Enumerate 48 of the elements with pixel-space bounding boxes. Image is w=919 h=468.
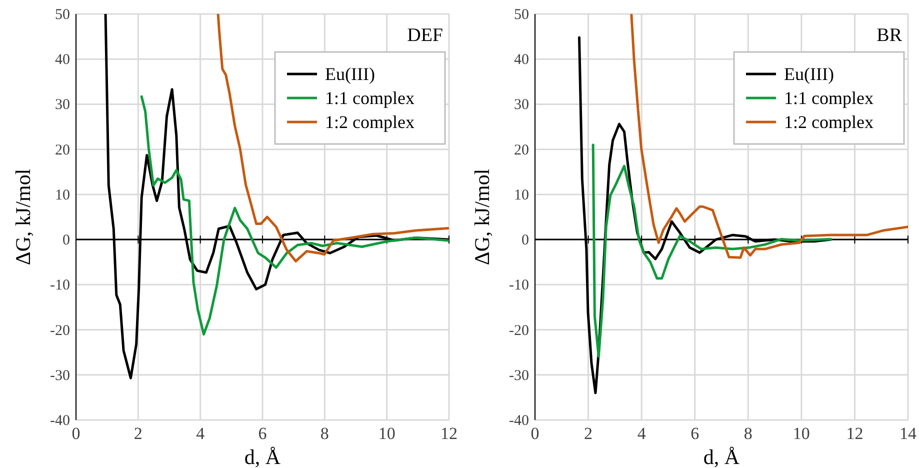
x-tick-label: 6 bbox=[258, 424, 267, 443]
y-tick-label: -40 bbox=[509, 413, 529, 429]
y-tick-label: -20 bbox=[509, 322, 529, 339]
legend-label: 1:1 complex bbox=[325, 88, 414, 108]
x-axis-title: d, Å bbox=[703, 445, 740, 468]
y-axis-title: ΔG, kJ/mol bbox=[11, 168, 35, 266]
y-tick-label: 30 bbox=[55, 97, 70, 114]
y-axis-title: ΔG, kJ/mol bbox=[470, 168, 494, 266]
line-series bbox=[592, 144, 832, 358]
y-tick-label: 20 bbox=[514, 142, 529, 158]
x-tick-label: 2 bbox=[134, 424, 142, 443]
x-tick-label: 4 bbox=[637, 424, 646, 443]
legend-label: Eu(III) bbox=[784, 64, 834, 84]
x-tick-label: 8 bbox=[744, 424, 752, 443]
y-tick-label: 40 bbox=[514, 52, 529, 68]
y-tick-label: -10 bbox=[50, 278, 70, 294]
x-axis-title: d, Å bbox=[244, 445, 282, 468]
text: BR bbox=[876, 25, 902, 46]
y-tick-label: -10 bbox=[509, 278, 529, 294]
y-tick-label: -30 bbox=[509, 368, 529, 384]
line-series bbox=[630, 14, 908, 259]
y-tick-label: 10 bbox=[55, 187, 70, 204]
y-tick-label: 50 bbox=[55, 7, 70, 23]
y-tick-label: 20 bbox=[55, 142, 70, 158]
y-tick-label: 0 bbox=[62, 232, 70, 249]
y-tick-label: 30 bbox=[514, 97, 529, 114]
x-tick-label: 12 bbox=[440, 424, 458, 443]
y-tick-label: 40 bbox=[55, 52, 70, 68]
line-series bbox=[216, 14, 449, 262]
x-tick-label: 10 bbox=[378, 424, 396, 443]
x-tick-label: 10 bbox=[792, 424, 810, 443]
legend-label: 1:2 complex bbox=[784, 112, 874, 132]
y-tick-label: 50 bbox=[514, 7, 529, 23]
legend-label: Eu(III) bbox=[325, 64, 375, 84]
x-tick-label: 12 bbox=[846, 424, 864, 443]
y-tick-label: -40 bbox=[50, 413, 70, 429]
y-tick-label: -20 bbox=[50, 322, 70, 339]
y-tick-label: 0 bbox=[522, 232, 529, 249]
x-tick-label: 14 bbox=[900, 424, 917, 443]
x-tick-label: 6 bbox=[690, 424, 700, 443]
x-tick-label: 2 bbox=[584, 424, 593, 443]
x-tick-label: 8 bbox=[320, 424, 329, 443]
y-tick-label: 10 bbox=[514, 187, 529, 204]
x-tick-label: 4 bbox=[196, 424, 206, 443]
legend-label: 1:1 complex bbox=[784, 88, 874, 108]
text: DEF bbox=[407, 25, 443, 46]
y-tick-label: -30 bbox=[50, 368, 70, 384]
legend-label: 1:2 complex bbox=[325, 112, 414, 132]
